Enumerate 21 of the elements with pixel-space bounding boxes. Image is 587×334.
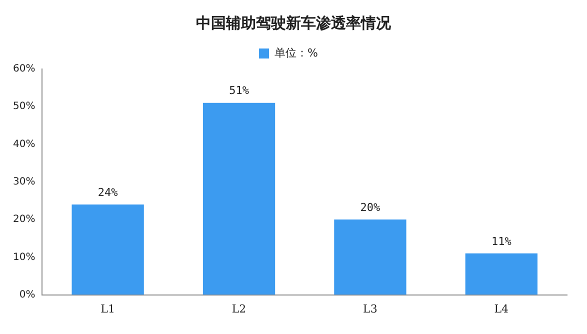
data-label: 24% [98,186,118,199]
legend-label: 单位：% [274,46,318,60]
bar [465,253,538,295]
y-tick-label: 50% [12,101,36,112]
bar [202,102,276,295]
x-tick-label: L4 [494,302,509,316]
y-tick-label: 30% [12,176,36,188]
y-tick-label: 20% [12,214,36,226]
y-tick-label: 60% [12,64,36,75]
data-label: 20% [360,200,381,214]
y-tick-label: 0% [19,289,36,300]
x-tick-label: L2 [232,302,246,316]
chart-title: 中国辅助驾驶新车渗透率情况 [195,14,392,33]
data-label: 51% [229,84,250,98]
bar [334,220,406,295]
y-tick-label: 10% [12,252,36,263]
y-tick-label: 40% [12,138,36,150]
x-tick-label: L3 [363,302,378,316]
x-tick-label: L1 [100,302,115,316]
bar [72,204,144,295]
data-label: 11% [491,234,512,248]
